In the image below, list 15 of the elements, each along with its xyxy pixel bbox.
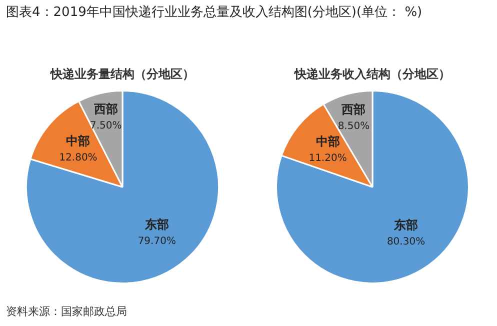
slice-label: 西部 <box>340 102 366 116</box>
data-label: 79.70% <box>138 236 176 247</box>
slice-label: 中部 <box>66 134 90 148</box>
data-label: 12.80% <box>59 152 98 164</box>
slice-label: 东部 <box>144 218 169 232</box>
text: 图表4：2019年中国快递行业业务总量及收入结构图(分地区)(单位： %) <box>6 4 424 22</box>
chart-title: 快递业务收入结构（分地区） <box>293 66 452 83</box>
slice-label: 东部 <box>393 218 418 232</box>
text: 资料来源：国家邮政总局 <box>6 304 127 319</box>
slice-label: 中部 <box>316 134 340 149</box>
data-label: 80.30% <box>386 236 426 248</box>
data-label: 11.20% <box>308 153 347 164</box>
data-label: 8.50% <box>338 120 370 132</box>
chart-title: 快递业务量结构（分地区） <box>49 66 196 83</box>
slice-label: 西部 <box>92 102 118 116</box>
